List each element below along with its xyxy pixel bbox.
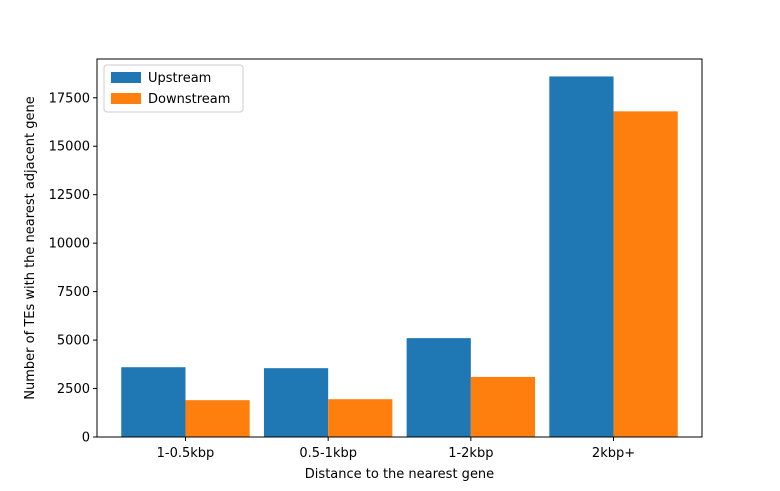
- x-tick-label: 0.5-1kbp: [299, 446, 357, 461]
- bar-downstream-1: [328, 399, 393, 437]
- x-axis-label: Distance to the nearest gene: [305, 467, 494, 482]
- bar-upstream-1: [263, 368, 329, 437]
- bar-upstream-2: [406, 338, 471, 437]
- legend-label-downstream: Downstream: [148, 92, 230, 107]
- y-axis-label: Number of TEs with the nearest adjacent …: [23, 96, 38, 399]
- legend-swatch-downstream: [111, 93, 141, 104]
- bar-upstream-0: [121, 367, 186, 437]
- legend-label-upstream: Upstream: [148, 71, 211, 86]
- y-tick-label: 2500: [57, 382, 90, 397]
- y-tick-label: 7500: [57, 285, 90, 300]
- y-tick-label: 15000: [49, 140, 90, 155]
- y-tick-label: 5000: [57, 334, 90, 349]
- bars-group: [121, 76, 678, 437]
- y-tick-label: 17500: [49, 91, 90, 106]
- y-tick-label: 10000: [49, 237, 90, 252]
- bar-downstream-2: [470, 376, 536, 437]
- y-tick-label: 12500: [49, 188, 90, 203]
- x-tick-label: 1-0.5kbp: [157, 446, 215, 461]
- x-tick-label: 1-2kbp: [448, 446, 493, 461]
- legend-swatch-upstream: [111, 72, 141, 83]
- y-tick-label: 0: [82, 431, 90, 446]
- bar-downstream-0: [185, 400, 250, 437]
- bar-upstream-3: [549, 76, 614, 437]
- x-axis: 1-0.5kbp 0.5-1kbp 1-2kbp 2kbp+: [157, 437, 635, 461]
- legend: Upstream Downstream: [103, 64, 244, 113]
- x-tick-label: 2kbp+: [592, 446, 635, 461]
- plot-frame: [96, 58, 703, 438]
- bar-downstream-3: [613, 111, 678, 437]
- y-axis: 0 2500 5000 7500 10000 12500 15000 17500: [49, 91, 97, 446]
